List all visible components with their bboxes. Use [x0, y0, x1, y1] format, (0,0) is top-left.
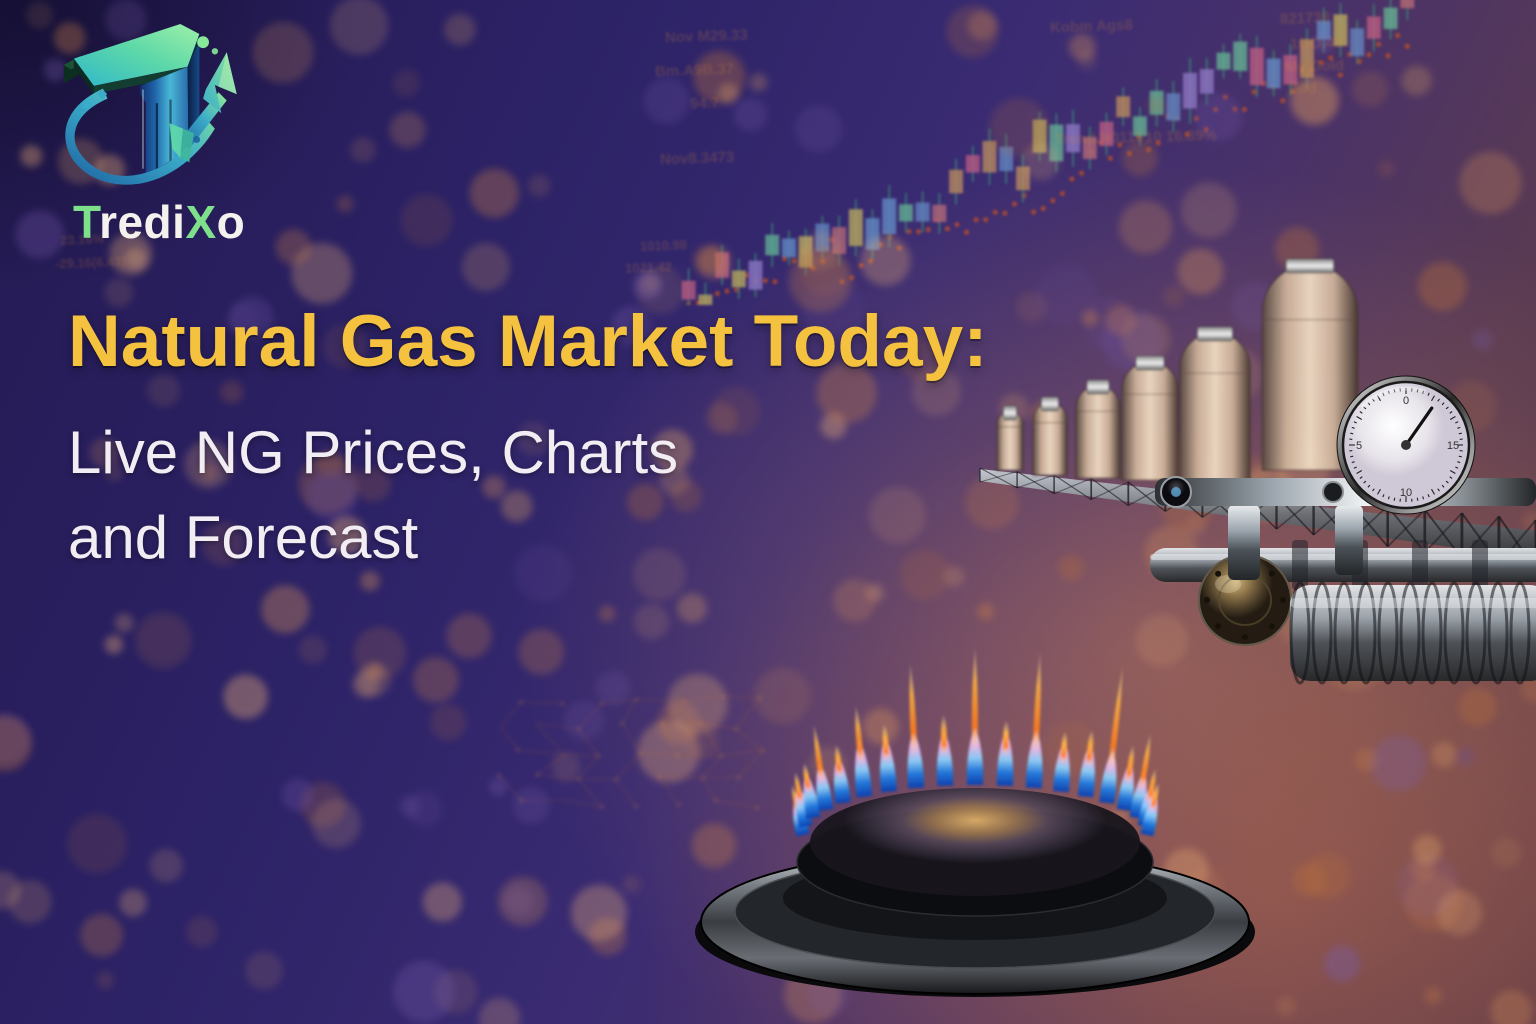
- svg-text:5: 5: [1356, 440, 1362, 452]
- svg-text:15: 15: [1447, 440, 1459, 452]
- svg-text:10: 10: [1400, 487, 1412, 499]
- svg-text:0: 0: [1403, 395, 1409, 407]
